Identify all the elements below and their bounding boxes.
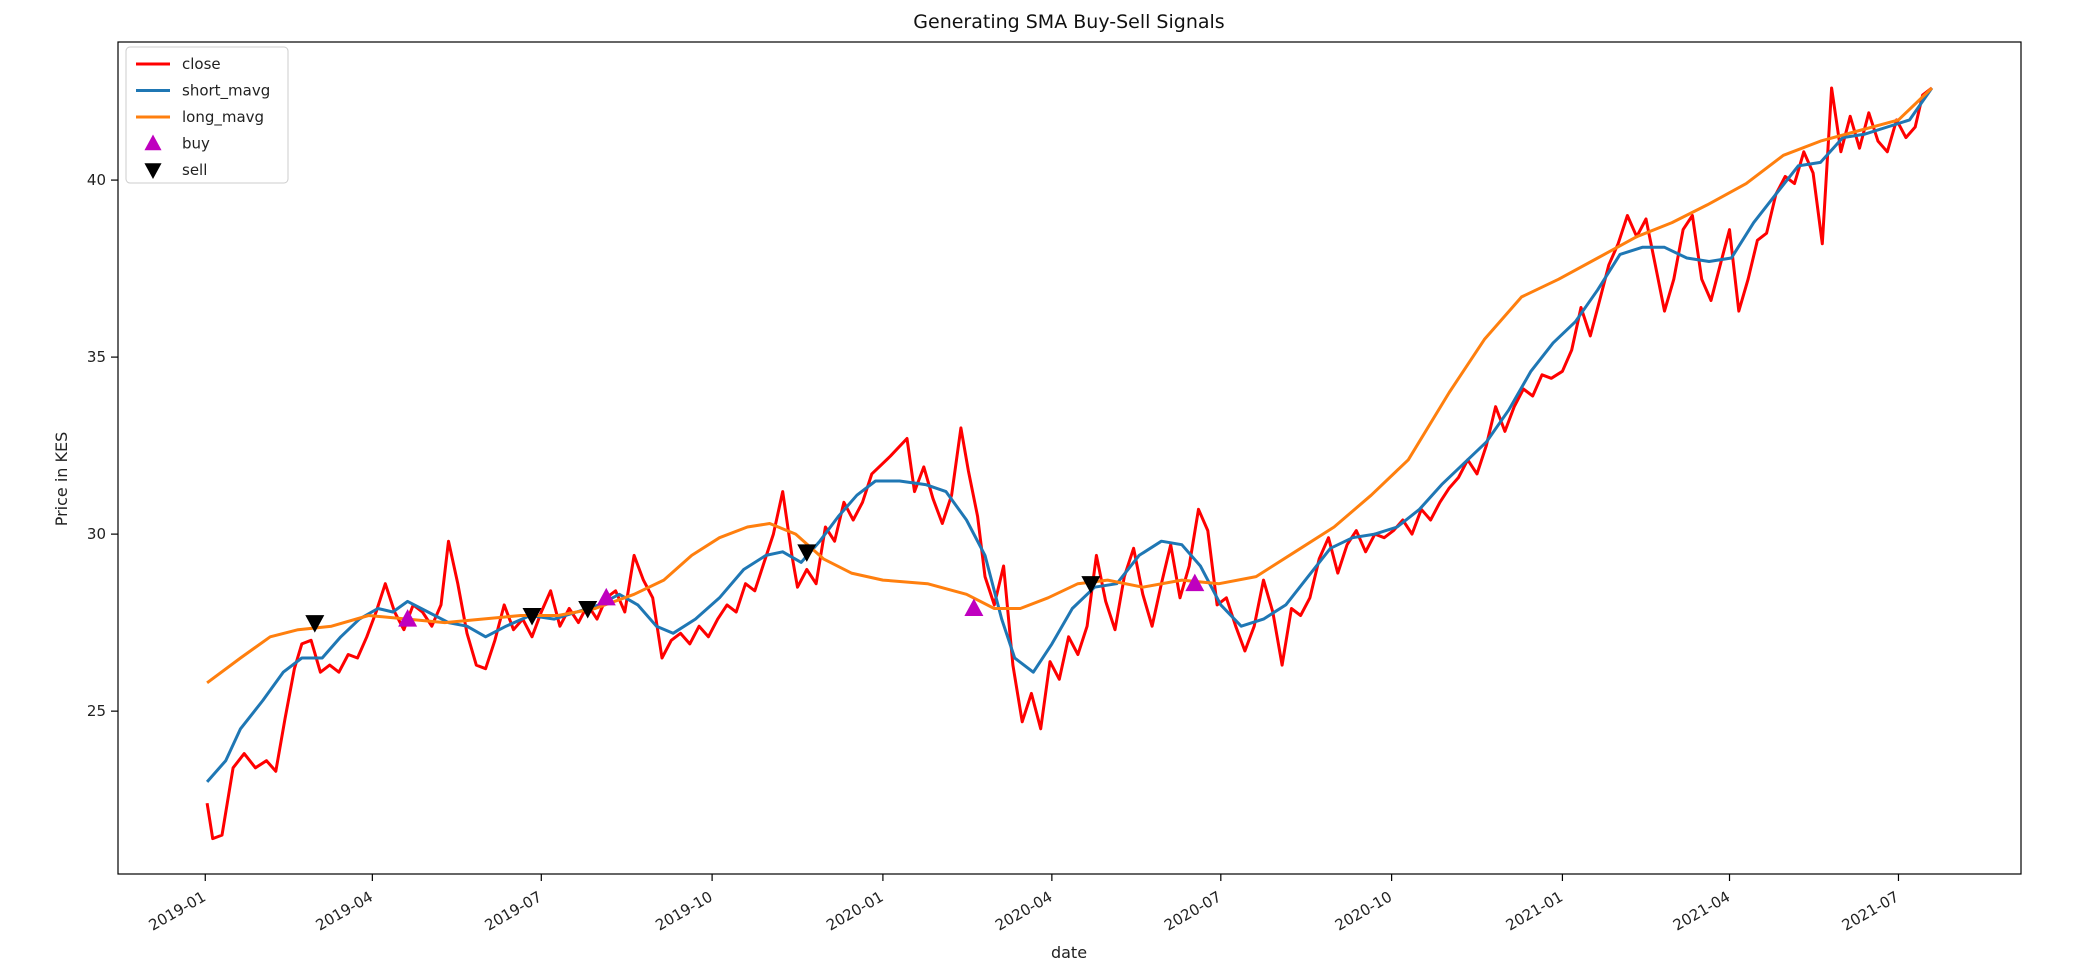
y-axis-label: Price in KES (52, 432, 71, 527)
series-close-line (205, 86, 1933, 841)
buy-signal-marker (596, 587, 616, 606)
x-axis: 2019-01 2019-04 2019-07 2019-10 2020-01 2020-… (146, 874, 1902, 935)
sell-signal-marker (797, 544, 817, 562)
y-tick-label: 40 (87, 171, 106, 189)
x-tick-label: 2020-04 (992, 888, 1055, 935)
x-tick-label: 2020-10 (1332, 888, 1395, 935)
series-short-mavg-line (205, 87, 1934, 783)
sell-signal-marker (1081, 576, 1101, 594)
x-tick-label: 2020-07 (1161, 888, 1224, 935)
sell-signal-marker (305, 615, 325, 633)
legend-sell-label: sell (182, 161, 207, 179)
x-tick-label: 2019-04 (313, 888, 376, 935)
plot-frame (117, 41, 2022, 875)
legend-buy-label: buy (182, 135, 210, 153)
x-tick-label: 2021-07 (1839, 888, 1902, 935)
x-tick-label: 2019-07 (482, 888, 545, 935)
buy-signal-marker (398, 609, 418, 627)
y-axis: 25 30 35 40 (87, 171, 118, 720)
legend-buy-swatch (144, 134, 162, 151)
signal-markers (305, 544, 1205, 633)
series-long-mavg-line (206, 86, 1933, 685)
sell-signal-marker (578, 600, 598, 619)
buy-signal-marker (964, 598, 984, 616)
x-tick-label: 2021-01 (1503, 888, 1566, 935)
y-tick-label: 25 (87, 702, 106, 720)
x-tick-label: 2021-04 (1670, 888, 1733, 935)
legend-sell-swatch (144, 163, 162, 179)
y-tick-label: 30 (87, 525, 106, 543)
buy-signal-marker (1185, 573, 1205, 592)
legend-box (125, 46, 289, 184)
plot-lines (205, 86, 1934, 841)
x-tick-label: 2020-01 (823, 888, 886, 935)
legend-long-mavg-label: long_mavg (182, 108, 264, 127)
x-tick-label: 2019-01 (146, 888, 209, 935)
chart-title: Generating SMA Buy-Sell Signals (913, 11, 1224, 33)
sell-signal-marker (522, 608, 542, 626)
legend-close-label: close (182, 55, 221, 73)
y-tick-label: 35 (87, 348, 106, 366)
x-tick-label: 2019-10 (652, 888, 715, 935)
x-axis-label: date (1051, 943, 1087, 962)
legend-short-mavg-label: short_mavg (182, 82, 270, 101)
